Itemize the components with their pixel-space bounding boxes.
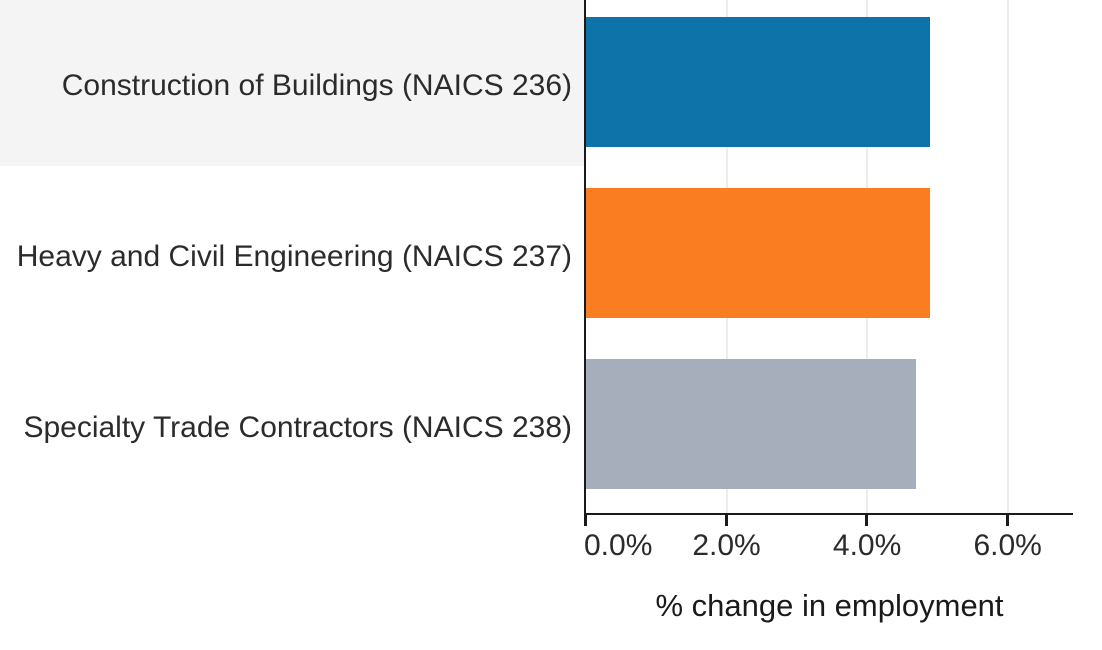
x-axis-tick-label: 4.0%	[832, 529, 902, 562]
x-axis-tick	[865, 515, 869, 526]
category-label-construction-of-buildings[interactable]: Construction of Buildings (NAICS 236)	[61, 68, 572, 102]
x-axis-tick-label: 0.0%	[584, 529, 653, 562]
bar-specialty-trade-contractors[interactable]	[586, 359, 917, 489]
bar-construction-of-buildings[interactable]	[586, 17, 931, 147]
x-axis-tick-label: 2.0%	[692, 529, 761, 562]
x-axis-tick	[584, 515, 587, 526]
plot-area	[584, 0, 1073, 513]
category-label-specialty-trade-contractors[interactable]: Specialty Trade Contractors (NAICS 238)	[23, 410, 572, 444]
row-highlight	[0, 0, 586, 166]
x-axis-ticks	[584, 515, 1073, 526]
x-axis-tick-labels: 0.0% 2.0% 4.0% 6.0%	[584, 529, 1073, 565]
category-label-heavy-and-civil-engineering[interactable]: Heavy and Civil Engineering (NAICS 237)	[16, 239, 572, 273]
gridline	[1006, 0, 1009, 513]
bar-heavy-and-civil-engineering[interactable]	[586, 188, 931, 318]
x-axis-line	[584, 513, 1073, 515]
x-axis-tick	[724, 515, 728, 526]
category-labels: Construction of Buildings (NAICS 236) He…	[0, 0, 586, 513]
x-axis-title: % change in employment	[655, 588, 1004, 623]
x-axis-tick-label: 6.0%	[973, 529, 1042, 562]
x-axis-tick	[1005, 515, 1009, 526]
